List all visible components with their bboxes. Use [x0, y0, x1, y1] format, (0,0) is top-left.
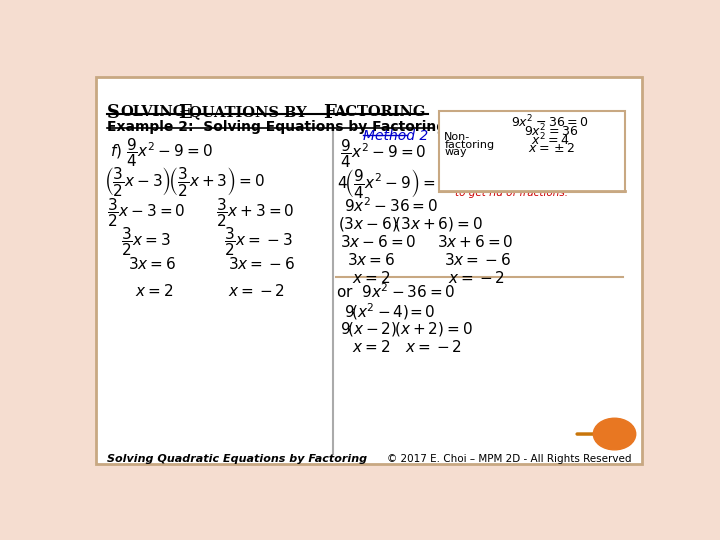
Text: $9\!\left(x^2-4\right)\!=0$: $9\!\left(x^2-4\right)\!=0$ — [344, 301, 436, 322]
Text: $9x^2-36=0$: $9x^2-36=0$ — [511, 114, 589, 131]
Text: ACTORING: ACTORING — [334, 105, 426, 119]
Text: $x=-2$: $x=-2$ — [228, 283, 285, 299]
Text: $x=-2$: $x=-2$ — [449, 270, 505, 286]
Text: $x=2$: $x=2$ — [352, 270, 390, 286]
Text: $\left(3x-6\right)\!\left(3x+6\right)=0$: $\left(3x-6\right)\!\left(3x+6\right)=0$ — [338, 215, 482, 233]
Text: OLVING: OLVING — [121, 105, 186, 119]
Text: $x=-2$: $x=-2$ — [405, 339, 462, 355]
Text: $\dfrac{3}{2}x+3=0$: $\dfrac{3}{2}x+3=0$ — [215, 197, 294, 230]
Text: $3x=6$: $3x=6$ — [128, 256, 176, 272]
Text: $\dfrac{3}{2}x=3$: $\dfrac{3}{2}x=3$ — [121, 226, 171, 259]
Text: $3x=-6$: $3x=-6$ — [444, 252, 511, 268]
Text: $x=2$: $x=2$ — [352, 339, 390, 355]
Text: Non-: Non- — [444, 132, 471, 142]
Text: Solving Quadratic Equations by Factoring: Solving Quadratic Equations by Factoring — [107, 454, 367, 464]
Text: F: F — [323, 104, 336, 122]
Text: E: E — [178, 104, 192, 122]
Text: $\dfrac{3}{2}x=-3$: $\dfrac{3}{2}x=-3$ — [224, 226, 292, 259]
Text: $3x+6=0$: $3x+6=0$ — [437, 234, 513, 250]
Text: $\dfrac{3}{2}x-3=0$: $\dfrac{3}{2}x-3=0$ — [107, 197, 185, 230]
Circle shape — [593, 418, 636, 450]
Text: $x=\pm 2$: $x=\pm 2$ — [528, 142, 575, 155]
Text: way: way — [444, 147, 467, 157]
Text: $9x^2-36=0$: $9x^2-36=0$ — [344, 197, 438, 215]
Text: $9x^2=36$: $9x^2=36$ — [524, 123, 578, 140]
Text: $\left(\dfrac{3}{2}x-3\right)\!\left(\dfrac{3}{2}x+3\right)=0$: $\left(\dfrac{3}{2}x-3\right)\!\left(\df… — [104, 165, 265, 198]
Text: $4\!\left(\dfrac{9}{4}x^2-9\right)=4(0)$: $4\!\left(\dfrac{9}{4}x^2-9\right)=4(0)$ — [337, 167, 469, 200]
Text: factoring: factoring — [444, 140, 495, 150]
Text: $3x-6=0$: $3x-6=0$ — [340, 234, 416, 250]
Text: $9\!\left(x-2\right)\!\left(x+2\right)=0$: $9\!\left(x-2\right)\!\left(x+2\right)=0… — [340, 320, 473, 338]
Text: QUATIONS BY: QUATIONS BY — [189, 105, 307, 119]
Text: or $\ 9x^2-36=0$: or $\ 9x^2-36=0$ — [336, 282, 455, 301]
Text: $\dfrac{9}{4}x^2-9=0$: $\dfrac{9}{4}x^2-9=0$ — [340, 137, 426, 170]
FancyBboxPatch shape — [96, 77, 642, 464]
Text: Multiply both sides by
common denominator
to get rid of fractions.: Multiply both sides by common denominato… — [456, 165, 571, 198]
Text: $3x=6$: $3x=6$ — [347, 252, 395, 268]
Text: Method 2: Method 2 — [364, 129, 428, 143]
Text: © 2017 E. Choi – MPM 2D - All Rights Reserved: © 2017 E. Choi – MPM 2D - All Rights Res… — [387, 454, 631, 464]
Text: $3x=-6$: $3x=-6$ — [228, 256, 295, 272]
Text: $x=2$: $x=2$ — [135, 283, 173, 299]
FancyBboxPatch shape — [438, 111, 624, 192]
Text: $f)\ \dfrac{9}{4}x^2-9=0$: $f)\ \dfrac{9}{4}x^2-9=0$ — [109, 136, 212, 169]
Text: $x^2=4$: $x^2=4$ — [531, 132, 570, 149]
Text: Example 2:  Solving Equations by Factoring: Example 2: Solving Equations by Factorin… — [107, 120, 446, 134]
Text: S: S — [107, 104, 120, 122]
